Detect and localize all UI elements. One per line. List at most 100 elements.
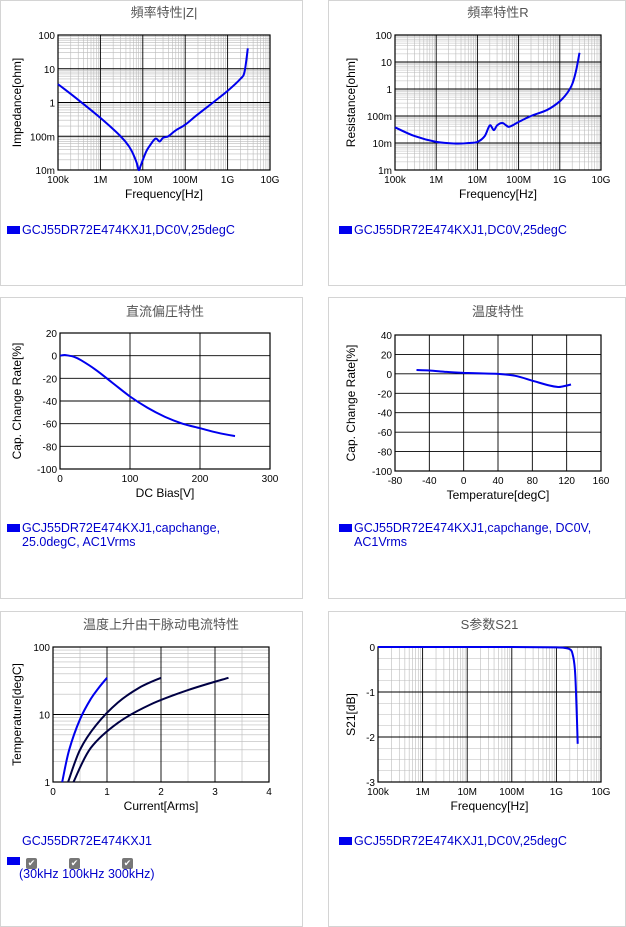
y-tick-label: 1m <box>378 166 392 177</box>
impedance-chart: 頻率特性|Z| 100k 1M 10M 100M 1G 10G 10m 100m 1 10 100 Fr… <box>10 5 280 201</box>
freq-label-300khz: 300kHz <box>107 867 151 881</box>
chart-panel-ripple-current: 温度上升由干脉动电流特性 0 1 2 3 4 1 10 100 Current[Arms] Temp… <box>0 611 303 927</box>
s21-chart: S参数S21 100k 1M 10M 100M 1G 10G 0 -1 -2 -3 Frequency… <box>344 617 611 813</box>
freq-label-100khz: 100kHz <box>62 867 105 881</box>
chart-title: 頻率特性R <box>467 5 528 20</box>
legend-label: GCJ55DR72E474KXJ1,DC0V,25degC <box>22 223 235 237</box>
x-tick-label: 0 <box>461 476 467 487</box>
y-tick-label: 10m <box>36 166 55 177</box>
x-tick-label: 10M <box>468 175 487 186</box>
grid <box>59 332 271 470</box>
x-tick-label: 4 <box>266 787 272 798</box>
series-toggle-row: ✔ ✔ ✔ <box>7 852 135 870</box>
series-line-main <box>416 369 572 389</box>
y-tick-label: -60 <box>43 420 58 431</box>
chart-title: 頻率特性|Z| <box>131 5 198 20</box>
legend-swatch <box>7 857 20 865</box>
plot-frame <box>52 646 270 783</box>
y-tick-label: -20 <box>378 389 393 400</box>
chart-title: 直流偏圧特性 <box>126 304 204 319</box>
x-tick-label: 3 <box>212 787 218 798</box>
x-tick-label: -80 <box>388 476 403 487</box>
y-tick-label: 10 <box>44 65 56 76</box>
series-line-30kHz <box>61 677 108 783</box>
y-axis-label: Cap. Change Rate[%] <box>10 343 24 460</box>
legend-swatch <box>339 524 352 532</box>
y-tick-label: 1 <box>44 778 50 789</box>
x-tick-label: 100k <box>367 787 390 798</box>
grid <box>57 34 271 171</box>
y-tick-label: 100 <box>33 643 50 654</box>
legend-swatch <box>339 837 352 845</box>
series-line-100kHz <box>67 676 162 783</box>
x-tick-label: -40 <box>422 476 437 487</box>
y-axis-label: Resistance[ohm] <box>344 58 358 147</box>
plot-frame <box>394 334 602 472</box>
x-axis-label: Current[Arms] <box>124 799 199 813</box>
x-tick-label: 100k <box>47 175 70 186</box>
legend-temperature: GCJ55DR72E474KXJ1,capchange, DC0V, AC1Vr… <box>339 521 591 549</box>
legend-s21: GCJ55DR72E474KXJ1,DC0V,25degC <box>339 834 567 848</box>
legend-label-line2: AC1Vrms <box>354 535 408 549</box>
x-tick-label: 0 <box>57 474 63 485</box>
y-tick-label: 1 <box>386 85 392 96</box>
grid <box>394 334 602 472</box>
legend-label: GCJ55DR72E474KXJ1,DC0V,25degC <box>354 834 567 848</box>
y-axis-label: Impedance[ohm] <box>10 58 24 147</box>
y-tick-label: 20 <box>381 350 393 361</box>
x-tick-label: 300 <box>262 474 279 485</box>
series-line-main <box>394 52 581 145</box>
x-tick-label: 100M <box>499 787 524 798</box>
legend-label: GCJ55DR72E474KXJ1,DC0V,25degC <box>354 223 567 237</box>
x-tick-label: 1M <box>429 175 443 186</box>
resistance-chart: 頻率特性R 100k 1M 10M 100M 1G 10G 1m 10m 100m 1 10 100 Fr… <box>344 5 611 201</box>
x-axis-label: DC Bias[V] <box>136 486 195 500</box>
y-tick-label: 100m <box>30 132 55 143</box>
chart-title: S参数S21 <box>461 617 519 632</box>
checkbox-30khz[interactable]: ✔ <box>26 858 37 869</box>
legend-label-line1: GCJ55DR72E474KXJ1,capchange, DC0V, <box>354 521 592 535</box>
y-tick-label: -40 <box>378 409 393 420</box>
x-tick-label: 10M <box>457 787 476 798</box>
plot-frame <box>59 332 271 470</box>
x-tick-label: 1G <box>550 787 564 798</box>
series-line-main <box>378 645 579 744</box>
y-tick-label: -100 <box>37 465 57 476</box>
y-axis-label: Temperature[degC] <box>10 663 24 766</box>
y-tick-label: 0 <box>369 643 375 654</box>
legend-label-line1: GCJ55DR72E474KXJ1,capchange, <box>22 521 221 535</box>
legend-dc-bias: GCJ55DR72E474KXJ1,capchange, 25.0degC, A… <box>7 521 220 549</box>
chart-panel-resistance: 頻率特性R 100k 1M 10M 100M 1G 10G 1m 10m 100m 1 10 100 Fr… <box>328 0 626 286</box>
y-tick-label: 100 <box>38 31 55 42</box>
x-tick-label: 10G <box>261 175 280 186</box>
y-axis-label: Cap. Change Rate[%] <box>344 345 358 462</box>
y-tick-label: 10 <box>39 711 51 722</box>
y-tick-label: 40 <box>381 331 393 342</box>
y-tick-label: -80 <box>43 442 58 453</box>
chart-title: 温度上升由干脉动电流特性 <box>83 617 239 632</box>
y-tick-label: -2 <box>366 733 375 744</box>
x-tick-label: 200 <box>192 474 209 485</box>
x-tick-label: 10G <box>592 787 611 798</box>
x-tick-label: 100M <box>506 175 531 186</box>
y-tick-label: -100 <box>372 467 392 478</box>
y-tick-label: -1 <box>366 688 375 699</box>
grid <box>52 646 270 783</box>
grid <box>377 646 602 783</box>
grid <box>394 34 602 171</box>
series-line-main <box>59 354 236 438</box>
legend-swatch <box>7 226 20 234</box>
y-tick-label: 100 <box>375 31 392 42</box>
y-tick-label: -60 <box>378 428 393 439</box>
legend-ripple-current: GCJ55DR72E474KXJ1 <box>22 834 152 848</box>
x-tick-label: 2 <box>158 787 164 798</box>
x-tick-label: 40 <box>492 476 504 487</box>
series-line-300kHz <box>72 676 229 783</box>
checkbox-300khz[interactable]: ✔ <box>122 858 133 869</box>
x-tick-label: 1M <box>93 175 107 186</box>
x-tick-label: 10M <box>133 175 152 186</box>
plot-frame <box>394 34 602 171</box>
checkbox-100khz[interactable]: ✔ <box>69 858 80 869</box>
x-axis-label: Frequency[Hz] <box>450 799 528 813</box>
